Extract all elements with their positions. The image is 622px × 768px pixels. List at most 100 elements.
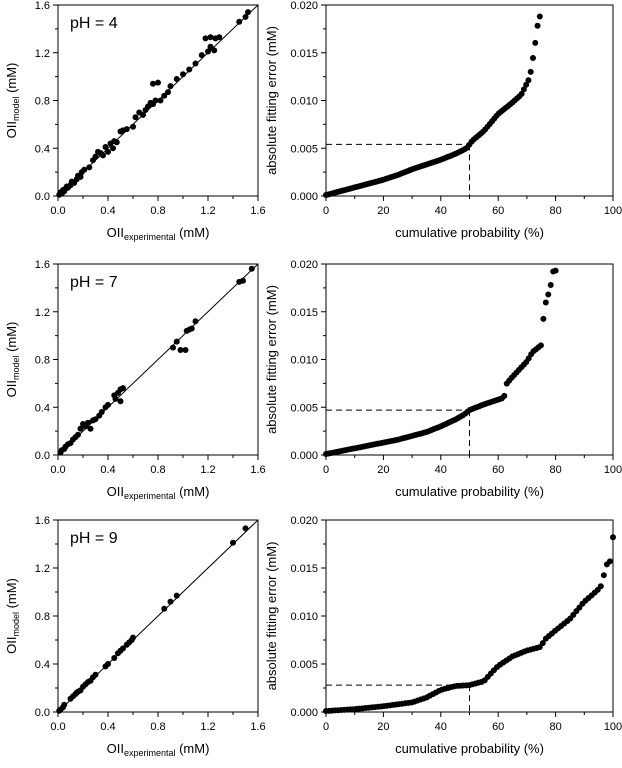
y-tick-label: 0.010 <box>290 611 318 623</box>
x-axis-label-sub: experimental <box>124 748 176 758</box>
data-point <box>100 152 106 159</box>
x-tick-label: 60 <box>492 721 504 733</box>
y-axis-label-sub: model <box>11 97 21 122</box>
data-point <box>105 661 111 667</box>
data-point <box>98 409 105 416</box>
x-tick-label: 0.0 <box>50 464 65 476</box>
data-point <box>192 318 199 325</box>
data-point <box>527 68 534 75</box>
x-axis-label: cumulative probability (%) <box>395 741 544 756</box>
data-point <box>518 90 525 97</box>
y-tick-label: 1.2 <box>35 48 50 60</box>
data-point <box>75 431 81 438</box>
data-point <box>180 71 186 78</box>
y-tick-label: 0.005 <box>290 402 318 414</box>
chart-panel-4: 0 20 40 60 80 100 0.000 0.005 0.010 0.015 0.020 cum… <box>264 259 622 499</box>
data-point <box>242 13 249 20</box>
data-point <box>192 60 199 67</box>
x-axis-label: OIIexperimental (mM) <box>107 741 210 758</box>
x-tick-label: 0.0 <box>50 721 65 733</box>
x-tick-label: 0 <box>323 464 329 476</box>
data-point <box>120 385 126 392</box>
y-tick-label: 1.6 <box>35 0 50 12</box>
x-tick-label: 20 <box>377 464 389 476</box>
y-tick-label: 0.0 <box>35 191 50 203</box>
data-point <box>110 145 116 152</box>
x-tick-label: 40 <box>435 721 447 733</box>
data-point <box>532 39 539 46</box>
data-point <box>155 79 161 86</box>
y-tick-label: 0.4 <box>35 659 50 671</box>
y-tick-label: 0.020 <box>290 0 318 12</box>
panel-label: pH = 4 <box>70 15 118 32</box>
x-tick-label: 0 <box>323 721 329 733</box>
x-axis-label-main: OII <box>107 225 124 240</box>
data-point <box>523 81 530 88</box>
x-tick-label: 100 <box>604 205 622 217</box>
y-axis-label-sub: model <box>11 356 21 381</box>
panel-label: pH = 9 <box>70 530 118 547</box>
x-tick-label: 0.0 <box>50 205 65 217</box>
x-tick-label: 40 <box>435 464 447 476</box>
chart-panel-5: 0.0 0.4 0.8 1.2 1.60.00.40.81.21.6OIIexperim… <box>4 515 266 758</box>
y-axis-label: OIImodel (mM) <box>4 322 21 398</box>
data-point <box>606 558 613 565</box>
x-tick-label: 0 <box>323 205 329 217</box>
data-point <box>202 35 209 42</box>
x-tick-label: 40 <box>435 205 447 217</box>
data-point <box>87 425 94 432</box>
data-point <box>123 126 130 133</box>
data-point <box>610 534 616 541</box>
data-point <box>61 701 68 708</box>
data-point <box>161 605 168 612</box>
data-point <box>157 97 164 104</box>
y-axis-label-sub: model <box>11 612 21 637</box>
x-axis-label: OIIexperimental (mM) <box>107 484 210 501</box>
y-tick-label: 0.005 <box>290 659 318 671</box>
y-tick-label: 0.4 <box>35 143 50 155</box>
x-axis-label: cumulative probability (%) <box>395 225 544 240</box>
data-point <box>240 277 246 284</box>
data-point <box>92 153 99 160</box>
data-point <box>207 43 214 50</box>
y-tick-label: 0.000 <box>290 191 318 203</box>
x-axis-label-sub: experimental <box>124 232 176 242</box>
data-point <box>540 315 547 322</box>
data-point <box>140 111 146 118</box>
data-point <box>77 173 84 180</box>
data-point <box>177 346 184 353</box>
data-point <box>173 338 180 345</box>
x-axis-label-main: OII <box>107 484 124 499</box>
data-point <box>92 671 99 678</box>
x-tick-label: 1.6 <box>250 721 265 733</box>
data-point <box>186 66 193 73</box>
x-tick-label: 1.2 <box>200 721 215 733</box>
data-point <box>105 148 111 155</box>
y-tick-label: 0.020 <box>290 259 318 271</box>
data-point <box>245 9 251 16</box>
data-point <box>216 34 223 41</box>
data-point <box>170 344 176 351</box>
data-point <box>113 139 120 146</box>
chart-panel-6: 0 20 40 60 80 100 0.000 0.005 0.010 0.015 0.020 cum… <box>264 515 622 756</box>
x-tick-label: 0.8 <box>150 721 165 733</box>
data-point <box>205 48 211 55</box>
y-tick-label: 0.015 <box>290 48 318 60</box>
y-tick-label: 0.000 <box>290 707 318 719</box>
data-point <box>211 47 218 54</box>
x-tick-label: 0.8 <box>150 464 165 476</box>
y-axis-label: OIImodel (mM) <box>4 578 21 654</box>
x-tick-label: 1.2 <box>200 205 215 217</box>
data-point <box>545 291 552 298</box>
y-tick-label: 1.6 <box>35 515 50 527</box>
data-point <box>198 52 205 59</box>
x-tick-label: 20 <box>377 205 389 217</box>
chart-panel-3: 0.0 0.4 0.8 1.2 1.60.00.40.81.21.6OIIexperim… <box>4 259 266 501</box>
data-point <box>207 34 214 41</box>
y-axis-label: absolute fitting error (mM) <box>264 285 279 434</box>
y-tick-label: 1.2 <box>35 563 50 575</box>
x-tick-label: 1.6 <box>250 464 265 476</box>
y-tick-label: 0.005 <box>290 143 318 155</box>
x-axis-label-sub: experimental <box>124 491 176 501</box>
